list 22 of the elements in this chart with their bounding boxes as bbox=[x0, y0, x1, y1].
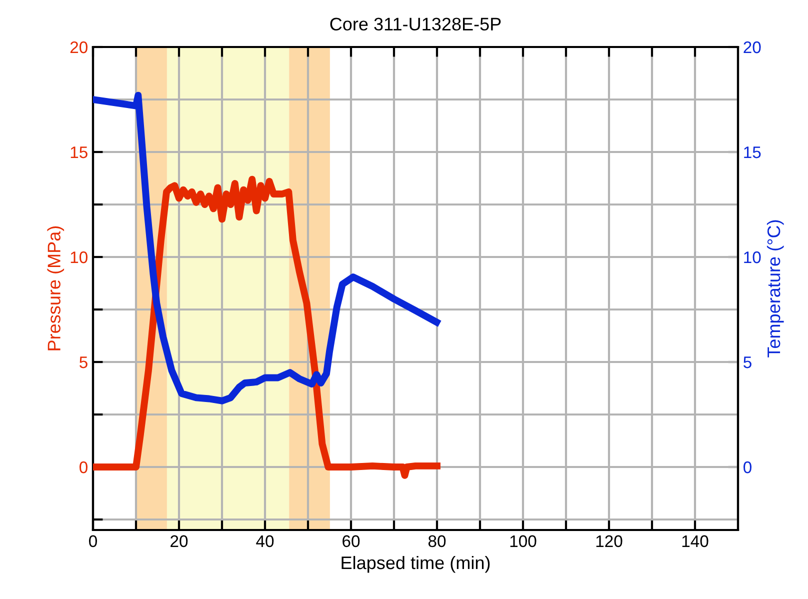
x-tick-label: 0 bbox=[89, 535, 97, 548]
x-tick-label: 40 bbox=[256, 535, 274, 548]
y2-tick-label: 5 bbox=[744, 356, 752, 368]
x-tick-label: 120 bbox=[596, 535, 622, 548]
x-axis-title: Elapsed time (min) bbox=[342, 556, 490, 573]
y2-tick-label: 10 bbox=[744, 251, 761, 264]
y-tick-label: 0 bbox=[80, 461, 88, 474]
x-tick-label: 20 bbox=[170, 535, 188, 548]
y2-tick-label: 15 bbox=[744, 146, 761, 158]
y-axis-title: Pressure (MPa) bbox=[47, 226, 64, 350]
x-tick-label: 100 bbox=[510, 535, 536, 548]
y-tick-label: 10 bbox=[70, 251, 88, 264]
y2-tick-label: 0 bbox=[744, 461, 752, 474]
y-tick-label: 5 bbox=[80, 356, 88, 368]
y2-axis-title: Temperature (°C) bbox=[766, 220, 784, 358]
chart-title: Core 311-U1328E-5P bbox=[330, 18, 501, 31]
x-tick-label: 140 bbox=[682, 535, 708, 548]
y-tick-label: 15 bbox=[70, 146, 88, 158]
x-tick-label: 80 bbox=[428, 535, 446, 548]
x-tick-label: 60 bbox=[342, 535, 360, 548]
y2-tick-label: 20 bbox=[744, 41, 761, 54]
y-tick-label: 20 bbox=[70, 41, 88, 54]
